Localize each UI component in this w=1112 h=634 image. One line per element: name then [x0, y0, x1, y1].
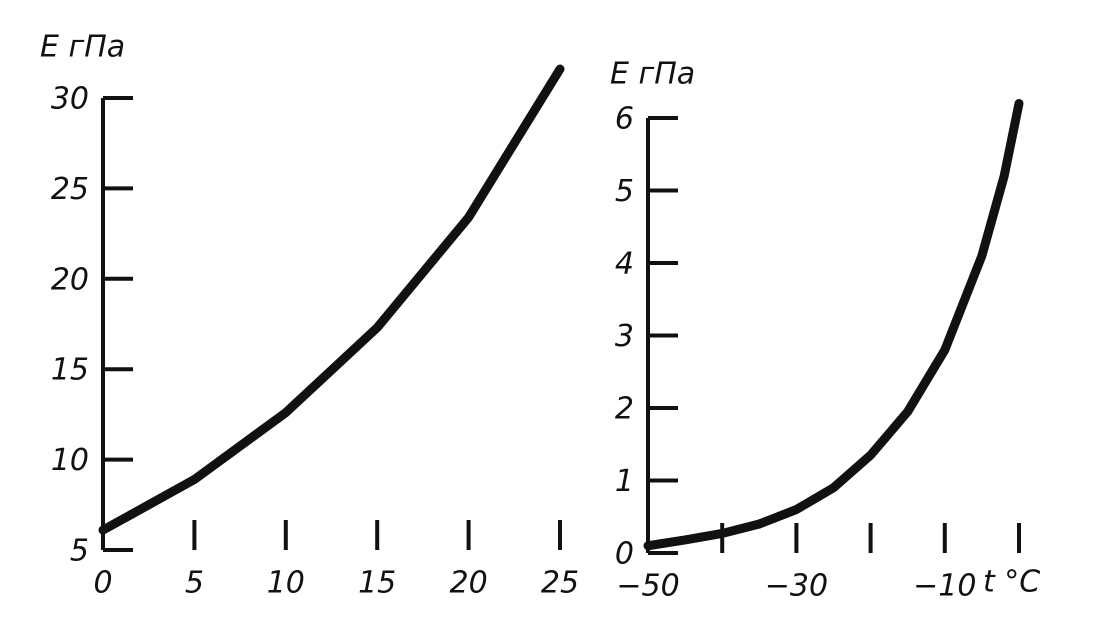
y-tick-label: 20 [51, 262, 89, 297]
y-tick-label: 4 [615, 247, 634, 282]
y-tick-label: 15 [51, 353, 89, 388]
y-tick-label: 2 [615, 392, 634, 427]
y-axis-label: E гПа [610, 57, 695, 92]
y-tick-label: 10 [51, 443, 89, 478]
y-tick-label: 30 [51, 82, 89, 117]
y-tick-label: 25 [51, 172, 89, 207]
y-tick-label: 6 [615, 102, 634, 137]
x-tick-label: 15 [358, 566, 396, 601]
x-tick-label: −50 [616, 569, 679, 604]
x-tick-label: 10 [267, 566, 305, 601]
x-tick-label: 25 [541, 566, 579, 601]
y-tick-label: 1 [615, 464, 634, 499]
x-tick-label: −30 [765, 569, 828, 604]
y-tick-label: 5 [70, 534, 89, 569]
x-tick-label: −10 [913, 569, 976, 604]
x-tick-label: 5 [185, 566, 204, 601]
y-tick-label: 5 [615, 174, 634, 209]
x-tick-label: 20 [450, 566, 488, 601]
curve [643, 99, 1024, 551]
y-tick-label: 3 [615, 319, 634, 354]
x-tick-label: 0 [93, 566, 112, 601]
curve [98, 64, 565, 535]
y-tick-label: 0 [615, 537, 634, 572]
x-axis-label: t °C [983, 565, 1040, 600]
y-axis-label: E гПа [40, 30, 125, 65]
